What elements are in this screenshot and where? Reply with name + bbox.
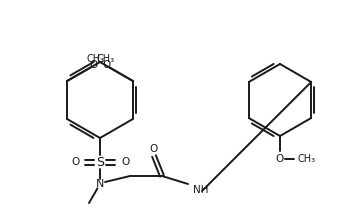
Text: O: O (276, 154, 284, 164)
Text: CH₃: CH₃ (87, 54, 105, 64)
Text: O: O (90, 61, 98, 71)
Text: NH: NH (193, 185, 209, 195)
Text: O: O (71, 157, 79, 167)
Text: S: S (96, 156, 104, 168)
Text: O: O (102, 61, 110, 71)
Text: O: O (121, 157, 129, 167)
Text: N: N (96, 179, 104, 189)
Text: O: O (150, 144, 158, 154)
Text: CH₃: CH₃ (298, 154, 316, 164)
Text: CH₃: CH₃ (97, 53, 115, 63)
